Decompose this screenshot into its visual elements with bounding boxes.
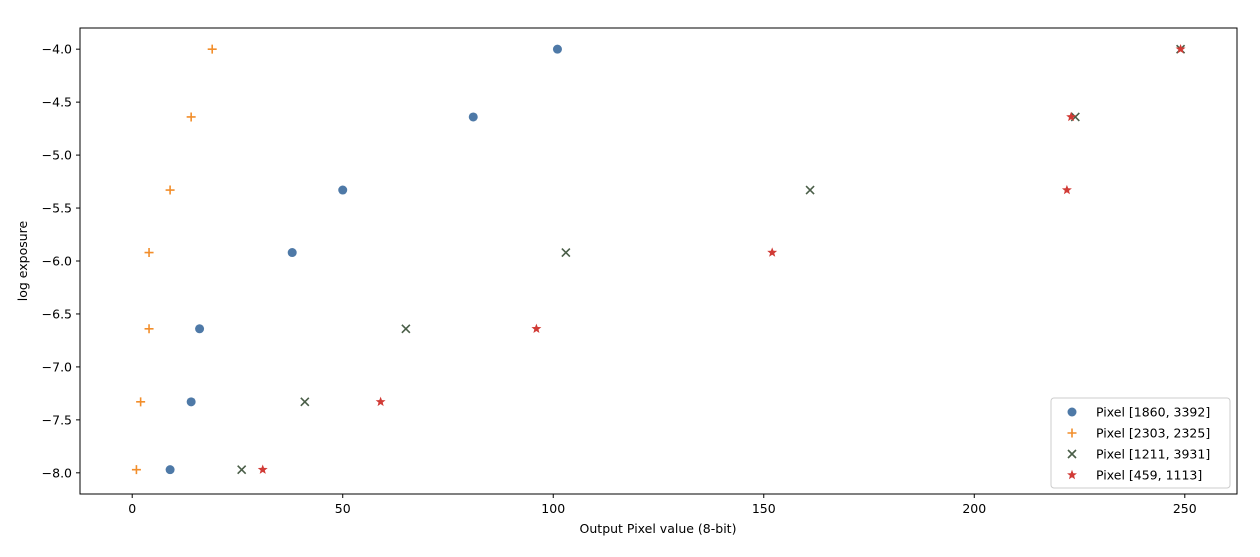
- x-tick-label: 150: [752, 501, 776, 516]
- data-point: [805, 185, 815, 195]
- data-point: [287, 248, 297, 258]
- legend-marker: [1067, 449, 1077, 459]
- y-axis-ticks: −8.0 −7.5 −7.0 −6.5 −6.0 −5.5 −5.0 −4.5 −4.0: [42, 42, 80, 480]
- series-4: [257, 43, 1186, 474]
- data-point: [136, 397, 146, 407]
- data-point: [552, 44, 562, 54]
- data-point: [375, 396, 386, 407]
- y-axis-label: log exposure: [15, 220, 30, 301]
- data-point: [165, 185, 175, 195]
- data-point: [338, 185, 348, 195]
- y-tick-label: −8.0: [42, 465, 72, 480]
- y-tick-label: −5.0: [42, 148, 72, 163]
- data-point: [186, 397, 196, 407]
- x-tick-label: 50: [335, 501, 351, 516]
- y-tick-label: −5.5: [42, 201, 72, 216]
- data-point: [561, 247, 571, 258]
- series-3: [237, 44, 1186, 475]
- data-point: [468, 112, 478, 122]
- x-axis-ticks: 0 50 100 150 200 250: [128, 494, 1197, 516]
- data-point: [195, 324, 205, 334]
- legend-label: Pixel [459, 1113]: [1096, 468, 1202, 483]
- data-point: [1066, 111, 1077, 122]
- series-1: [165, 44, 562, 475]
- y-tick-label: −4.5: [42, 95, 72, 110]
- legend-marker: [1067, 469, 1077, 480]
- y-tick-label: −7.5: [42, 412, 72, 427]
- legend-frame: [1050, 397, 1231, 489]
- x-tick-label: 0: [128, 501, 136, 516]
- legend-label: Pixel [2303, 2325]: [1096, 426, 1210, 441]
- data-points: [131, 43, 1186, 475]
- series-2: [131, 44, 217, 475]
- data-point: [165, 465, 175, 475]
- data-point: [144, 248, 154, 258]
- data-point: [767, 247, 778, 257]
- data-point: [1175, 43, 1186, 54]
- legend-marker: [1067, 428, 1077, 438]
- x-tick-label: 250: [1173, 501, 1197, 516]
- legend-marker: [1067, 407, 1077, 417]
- y-tick-label: −4.0: [42, 42, 72, 57]
- data-point: [144, 324, 154, 334]
- data-point: [1061, 184, 1072, 195]
- data-point: [186, 112, 196, 122]
- data-point: [131, 465, 141, 475]
- data-point: [401, 324, 411, 334]
- y-tick-label: −6.0: [42, 254, 72, 269]
- x-tick-label: 200: [962, 501, 986, 516]
- data-point: [531, 323, 542, 333]
- data-point: [257, 464, 268, 474]
- legend-label: Pixel [1860, 3392]: [1096, 405, 1210, 420]
- y-tick-label: −7.0: [42, 359, 72, 374]
- data-point: [237, 465, 247, 475]
- chart-legend: Pixel [1860, 3392] Pixel [2303, 2325] Pixe…: [1050, 397, 1231, 489]
- data-point: [300, 397, 310, 407]
- y-tick-label: −6.5: [42, 306, 72, 321]
- x-tick-label: 100: [541, 501, 565, 516]
- data-point: [207, 44, 217, 54]
- legend-label: Pixel [1211, 3931]: [1096, 447, 1210, 462]
- x-axis-label: Output Pixel value (8-bit): [580, 521, 737, 536]
